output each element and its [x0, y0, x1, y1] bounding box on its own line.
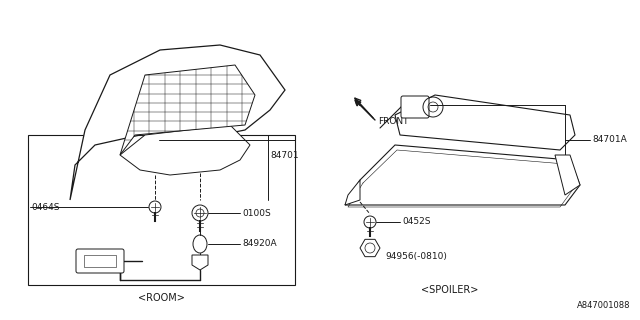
- Text: 84920A: 84920A: [242, 239, 276, 249]
- Text: 94956(-0810): 94956(-0810): [385, 252, 447, 260]
- Polygon shape: [120, 65, 255, 155]
- Polygon shape: [345, 145, 580, 205]
- Polygon shape: [345, 180, 360, 205]
- Polygon shape: [70, 45, 285, 200]
- Text: 84701: 84701: [270, 150, 299, 159]
- FancyBboxPatch shape: [84, 255, 116, 267]
- Text: 0464S: 0464S: [31, 203, 60, 212]
- Text: FRONT: FRONT: [378, 117, 408, 126]
- Text: <ROOM>: <ROOM>: [138, 293, 184, 303]
- FancyBboxPatch shape: [401, 96, 429, 118]
- Text: <SPOILER>: <SPOILER>: [421, 285, 479, 295]
- Polygon shape: [120, 125, 250, 175]
- Text: 0452S: 0452S: [402, 218, 431, 227]
- Polygon shape: [192, 255, 208, 270]
- Polygon shape: [395, 95, 575, 150]
- Bar: [28, 135, 295, 285]
- FancyBboxPatch shape: [76, 249, 124, 273]
- Text: A847001088: A847001088: [577, 301, 630, 310]
- Polygon shape: [555, 155, 580, 195]
- Text: 84701A: 84701A: [592, 135, 627, 145]
- Text: 0100S: 0100S: [242, 209, 271, 218]
